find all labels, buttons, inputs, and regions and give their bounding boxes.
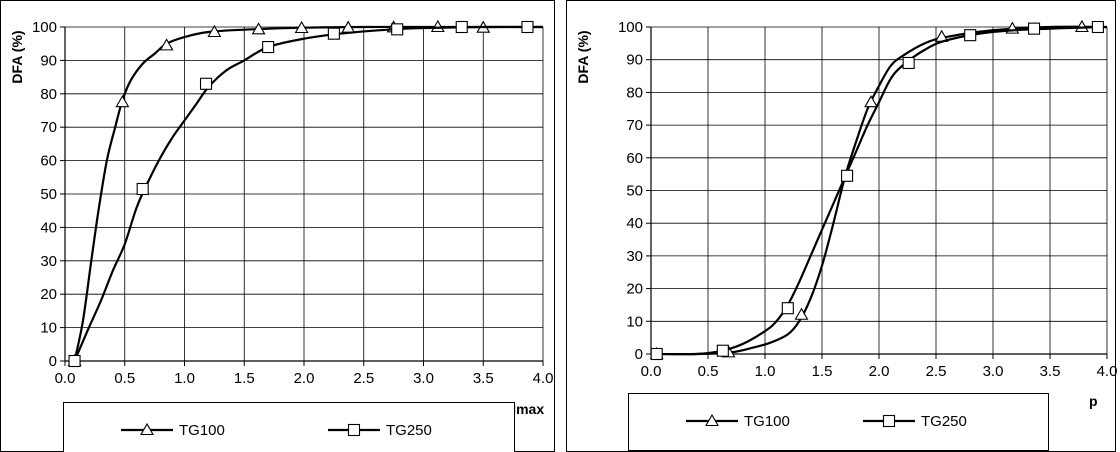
- data-point-tg100: [794, 307, 809, 320]
- chart-dfa-vs-p: 0.0 0.5 1.0 1.5 2.0 2.5 3.0 3.5 4.0 0 10 20 30 40 50 60…: [566, 0, 1118, 452]
- y-tick-label: 0: [49, 353, 57, 370]
- x-tick-label: 4.0: [1097, 363, 1118, 380]
- data-point-tg250: [902, 56, 915, 70]
- x-tick-label: 3.0: [983, 363, 1004, 380]
- legend-marker-tg100: [705, 413, 719, 427]
- y-tick-label: 90: [40, 52, 57, 69]
- legend-marker-tg250: [347, 423, 361, 437]
- y-tick-label: 60: [40, 153, 57, 170]
- x-tick-label: 1.5: [812, 363, 833, 380]
- series-tg250: [68, 20, 544, 368]
- y-tick-label: 40: [40, 219, 57, 236]
- legend-box: [63, 402, 515, 452]
- legend-item-tg250: TG250: [328, 422, 432, 439]
- y-axis-label: DFA (%): [575, 30, 591, 83]
- data-point-tg250: [455, 20, 468, 34]
- data-point-tg250: [964, 29, 977, 42]
- x-tick-label: 1.0: [174, 370, 195, 387]
- series-line-tg250: [656, 25, 1108, 356]
- x-tick-label: 3.5: [473, 370, 494, 387]
- grid-lines: [64, 26, 544, 362]
- y-tick-label: 40: [626, 215, 643, 232]
- x-tick-label: 2.0: [294, 370, 315, 387]
- y-tick-label: 20: [40, 286, 57, 303]
- x-tick-label: 1.0: [755, 363, 776, 380]
- data-point-tg100: [1074, 19, 1089, 33]
- y-tick-label: 10: [40, 320, 57, 337]
- y-tick-label: 90: [626, 52, 643, 69]
- legend-marker-tg100: [140, 422, 154, 436]
- legend-label-tg250: TG250: [386, 422, 432, 439]
- data-point-tg250: [1027, 22, 1041, 35]
- legend-label-tg100: TG100: [744, 413, 790, 430]
- chart-dfa-vs-hmax: 0.0 0.5 1.0 1.5 2.0 2.5 3.0 3.5 4.0 0 10 20 30 40 50 60…: [0, 0, 555, 452]
- x-tick-label: 2.5: [353, 370, 374, 387]
- y-tick-label: 30: [40, 253, 57, 270]
- y-tick-label: 70: [626, 117, 643, 134]
- legend-label-tg250: TG250: [921, 413, 967, 430]
- y-tick-label: 30: [626, 248, 643, 265]
- series-line-tg250: [73, 25, 544, 362]
- x-tick-label: 2.0: [869, 363, 890, 380]
- x-tick-label: 3.5: [1040, 363, 1061, 380]
- data-point-tg100: [251, 22, 266, 35]
- data-point-tg100: [159, 38, 174, 51]
- x-tick-label: 0.5: [698, 363, 719, 380]
- x-tick-label: 0.0: [55, 370, 76, 387]
- y-tick-label: 100: [618, 19, 643, 36]
- data-point-tg250: [136, 182, 149, 196]
- right-chart-panel: 0.0 0.5 1.0 1.5 2.0 2.5 3.0 3.5 4.0 0 10 20 30 40 50 60…: [566, 0, 1120, 452]
- x-tick-label: 1.5: [234, 370, 255, 387]
- legend-label-tg100: TG100: [179, 422, 225, 439]
- data-point-tg250: [650, 347, 663, 361]
- data-point-tg100: [294, 20, 309, 34]
- y-tick-label: 80: [40, 86, 57, 103]
- data-point-tg250: [716, 344, 729, 357]
- data-point-tg100: [115, 95, 130, 108]
- legend-item-tg100: TG100: [121, 422, 225, 439]
- chart-frame: [0, 0, 555, 452]
- y-tick-label: 0: [635, 346, 643, 363]
- data-point-tg250: [521, 20, 534, 34]
- x-axis-label: p: [1089, 393, 1098, 409]
- data-point-tg250: [199, 77, 213, 90]
- series-tg250: [650, 20, 1108, 361]
- grid-lines: [650, 26, 1108, 355]
- data-point-tg100: [207, 24, 222, 38]
- x-axis-label: Hmax: [506, 401, 544, 417]
- left-chart-panel: 0.0 0.5 1.0 1.5 2.0 2.5 3.0 3.5 4.0 0 10 20 30 40 50 60…: [0, 0, 555, 452]
- data-point-tg250: [68, 354, 81, 368]
- y-tick-label: 70: [40, 119, 57, 136]
- legend-item-tg100: TG100: [686, 413, 790, 430]
- legend-item-tg250: TG250: [863, 413, 967, 430]
- x-tick-label: 2.5: [926, 363, 947, 380]
- y-tick-label: 60: [626, 150, 643, 167]
- legend: TG100 TG250: [63, 402, 515, 452]
- data-point-tg250: [327, 27, 340, 40]
- chart-frame: [566, 0, 1116, 452]
- y-tick-label: 10: [626, 313, 643, 330]
- y-tick-label: 50: [626, 183, 643, 200]
- x-tick-label: 4.0: [533, 370, 554, 387]
- y-tick-label: 100: [32, 19, 57, 36]
- series-line-tg100: [73, 25, 543, 362]
- y-axis-label: DFA (%): [9, 30, 25, 83]
- data-point-tg250: [262, 40, 275, 54]
- x-tick-label: 0.5: [114, 370, 135, 387]
- y-tick-label: 80: [626, 84, 643, 101]
- legend-marker-tg250: [882, 414, 896, 428]
- x-tick-label: 0.0: [641, 363, 662, 380]
- data-point-tg250: [841, 169, 854, 182]
- data-point-tg250: [781, 302, 794, 315]
- y-tick-label: 50: [40, 186, 57, 203]
- y-tick-label: 20: [626, 281, 643, 298]
- legend: TG100 TG250: [628, 393, 1049, 451]
- data-point-tg100: [864, 95, 878, 108]
- data-point-tg250: [391, 23, 404, 36]
- data-point-tg250: [1091, 20, 1104, 34]
- x-tick-label: 3.0: [413, 370, 434, 387]
